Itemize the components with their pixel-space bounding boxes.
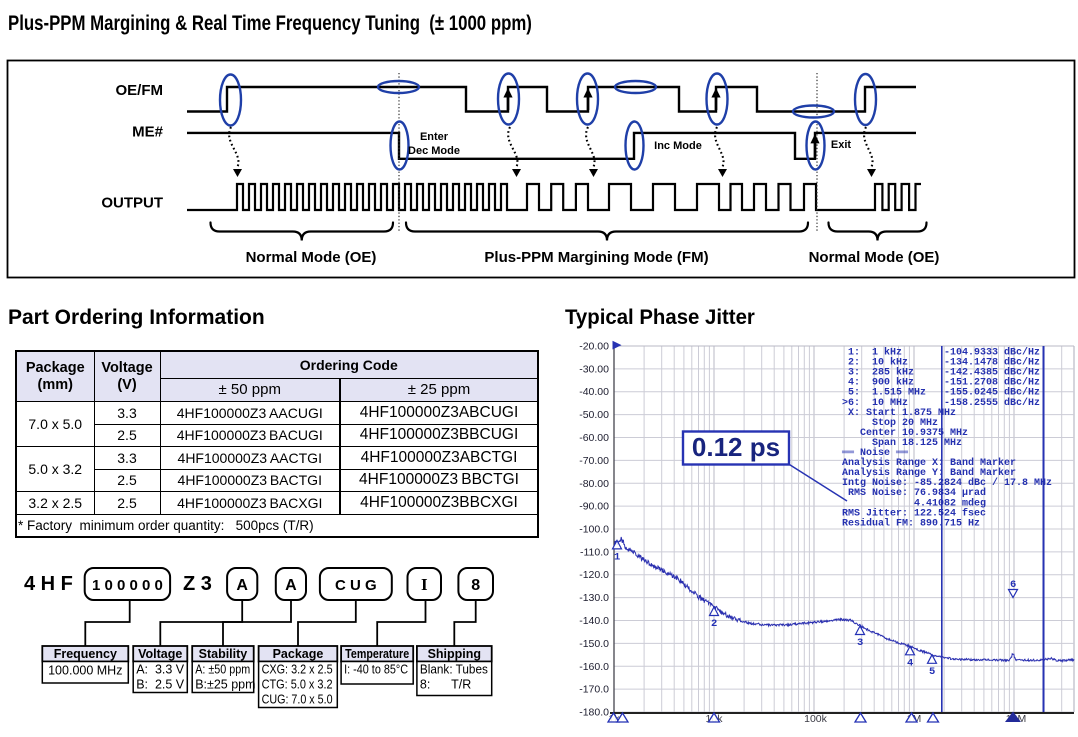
svg-text:X: Start 1.875 MHz: X: Start 1.875 MHz: [842, 408, 956, 419]
svg-text:-70.00: -70.00: [579, 455, 609, 467]
svg-text:1 0 0 0 0 0: 1 0 0 0 0 0: [92, 577, 163, 594]
svg-text:CXG: 3.2 x 2.5: CXG: 3.2 x 2.5: [262, 662, 333, 676]
svg-text:Enter: Enter: [420, 131, 449, 143]
svg-text:1: 1 kHz -104.9333 dBc/: 1: 1 kHz -104.9333 dBc/Hz: [842, 347, 1040, 359]
svg-text:Span 18.125 MHz: Span 18.125 MHz: [842, 438, 962, 449]
svg-text:CUG: 7.0 x 5.0: CUG: 7.0 x 5.0: [262, 692, 333, 706]
svg-text:RMS Noise: 76.9834 µrad: RMS Noise: 76.9834 µrad: [842, 487, 986, 499]
svg-text:A: A: [285, 577, 297, 594]
svg-text:-50.00: -50.00: [579, 409, 609, 421]
svg-text:4.41082 mdeg: 4.41082 mdeg: [842, 497, 986, 509]
svg-text:2: 10 kHz -134.1478 dBc/: 2: 10 kHz -134.1478 dBc/Hz: [842, 357, 1040, 369]
svg-text:Shipping: Shipping: [428, 647, 481, 661]
svg-text:I: I: [421, 575, 428, 594]
svg-text:Center 10.9375 MHz: Center 10.9375 MHz: [842, 428, 968, 439]
svg-text:4: 900 kHz -151.2708 dBc/: 4: 900 kHz -151.2708 dBc/Hz: [842, 377, 1040, 389]
svg-text:B: 2.5 V: B: 2.5 V: [136, 677, 185, 691]
svg-text:-110.0: -110.0: [580, 546, 609, 558]
svg-text:RMS Jitter: 122.524 fsec: RMS Jitter: 122.524 fsec: [842, 507, 986, 519]
svg-text:-130.0: -130.0: [579, 592, 609, 604]
svg-text:Normal Mode (OE): Normal Mode (OE): [246, 249, 377, 266]
svg-text:-120.0: -120.0: [579, 569, 609, 581]
svg-text:-170.0: -170.0: [579, 684, 609, 696]
svg-text:Dec Mode: Dec Mode: [408, 145, 460, 157]
svg-text:0.12 ps: 0.12 ps: [692, 432, 780, 462]
svg-text:Temperature: Temperature: [345, 647, 409, 661]
svg-text:OUTPUT: OUTPUT: [101, 195, 163, 212]
svg-text:ME#: ME#: [132, 124, 164, 141]
svg-text:Plus-PPM Margining Mode (FM): Plus-PPM Margining Mode (FM): [484, 249, 708, 266]
svg-text:Exit: Exit: [831, 139, 852, 151]
svg-text:Stability: Stability: [199, 647, 248, 661]
svg-text:-30.00: -30.00: [579, 363, 609, 375]
svg-text:Normal Mode (OE): Normal Mode (OE): [809, 249, 940, 266]
svg-text:Intg Noise: -85.2824 dBc / 17.: Intg Noise: -85.2824 dBc / 17.8 MHz: [842, 477, 1052, 489]
svg-text:Stop 20 MHz: Stop 20 MHz: [842, 418, 938, 429]
svg-text:-40.00: -40.00: [579, 386, 609, 398]
svg-text:-160.0: -160.0: [579, 661, 609, 673]
svg-text:-180.0: -180.0: [579, 707, 609, 719]
svg-text:══ Noise ══: ══ Noise ══: [841, 447, 909, 459]
svg-text:100.000 MHz: 100.000 MHz: [48, 664, 122, 678]
svg-text:-90.00: -90.00: [579, 501, 609, 513]
svg-text:5: 1.515 MHz -155.0245 dBc/: 5: 1.515 MHz -155.0245 dBc/Hz: [842, 387, 1040, 399]
svg-text:3: 285 kHz -142.4385 dBc/: 3: 285 kHz -142.4385 dBc/Hz: [842, 367, 1040, 379]
svg-text:B:±25 ppm: B:±25 ppm: [195, 677, 255, 691]
svg-text:CTG: 5.0 x 3.2: CTG: 5.0 x 3.2: [262, 677, 333, 691]
svg-text:5: 5: [929, 666, 935, 678]
svg-text:2: 2: [711, 618, 717, 630]
svg-text:3: 3: [857, 637, 863, 649]
svg-text:Analysis Range Y: Band Marker: Analysis Range Y: Band Marker: [842, 467, 1016, 479]
svg-text:OE/FM: OE/FM: [116, 82, 164, 99]
svg-text:-80.00: -80.00: [579, 478, 609, 490]
svg-text:Package: Package: [273, 647, 324, 661]
svg-text:8: 8: [471, 577, 480, 594]
svg-text:6: 6: [1010, 579, 1016, 591]
svg-text:4: 4: [907, 657, 913, 669]
svg-text:-140.0: -140.0: [579, 615, 609, 627]
svg-text:Inc Mode: Inc Mode: [654, 140, 702, 152]
svg-text:Residual FM: 890.715 Hz: Residual FM: 890.715 Hz: [842, 517, 980, 529]
svg-text:-60.00: -60.00: [579, 432, 609, 444]
svg-text:1: 1: [614, 551, 620, 563]
svg-text:Voltage: Voltage: [138, 647, 182, 661]
svg-text:100k: 100k: [804, 713, 828, 725]
svg-text:C U G: C U G: [335, 577, 377, 594]
svg-text:Z 3: Z 3: [183, 573, 212, 595]
svg-text:A: 3.3 V: A: 3.3 V: [136, 662, 185, 676]
svg-text:Frequency: Frequency: [54, 647, 117, 661]
svg-text:-100.0: -100.0: [579, 524, 609, 536]
svg-text:8: T/R: 8: T/R: [420, 677, 471, 691]
svg-text:A: A: [236, 577, 248, 594]
svg-text:>6: 10 MHz -158.2555 dBc: >6: 10 MHz -158.2555 dBc/Hz: [842, 397, 1040, 409]
svg-text:Blank: Tubes: Blank: Tubes: [420, 662, 488, 676]
svg-text:A: ±50 ppm: A: ±50 ppm: [195, 662, 250, 676]
svg-text:I: -40 to 85°C: I: -40 to 85°C: [344, 662, 408, 676]
svg-text:-150.0: -150.0: [579, 638, 609, 650]
svg-text:-20.00: -20.00: [579, 341, 609, 353]
svg-text:4 H F: 4 H F: [24, 573, 73, 595]
svg-text:Analysis Range X: Band Marker: Analysis Range X: Band Marker: [842, 457, 1016, 469]
